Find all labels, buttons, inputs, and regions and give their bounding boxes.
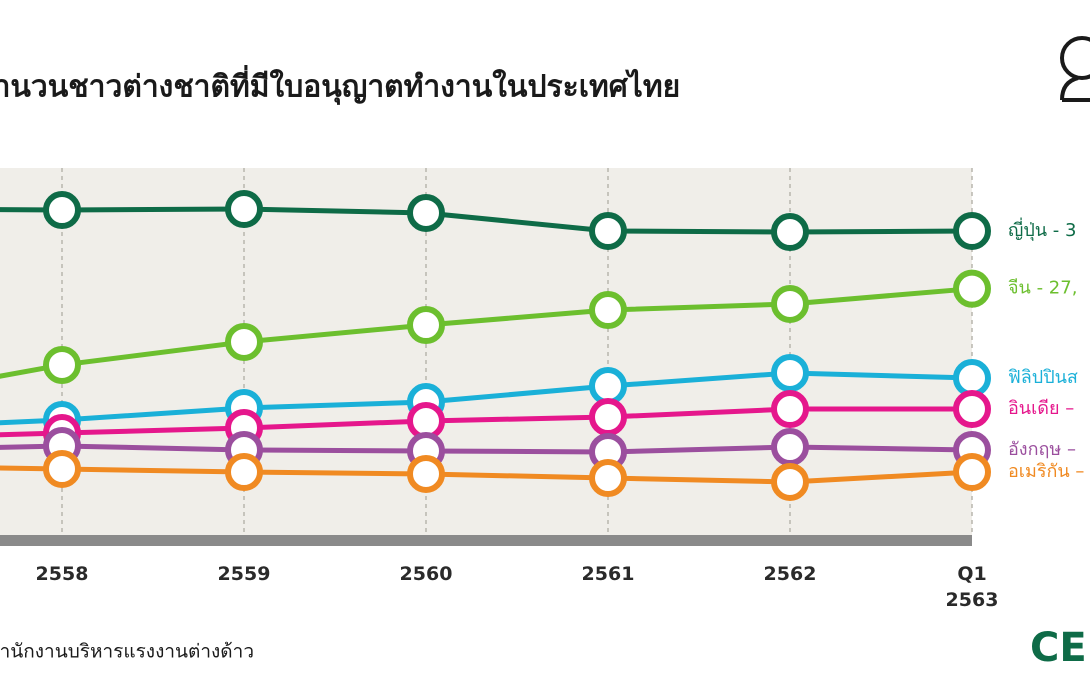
series-label: อังกฤษ – [1008,439,1076,460]
baseline-bar [0,535,972,546]
data-point [771,353,809,392]
data-point [43,345,81,384]
data-point [953,211,991,250]
series-label: อินเดีย – [1008,398,1074,419]
data-point [407,306,445,345]
data-point [589,459,627,498]
data-point [771,462,809,501]
series-label: อเมริกัน – [1008,461,1084,482]
x-tick-label: 2558 [35,563,89,585]
data-point [771,428,809,467]
data-point [589,398,627,437]
series-label: จีน - 27, [1008,278,1077,299]
data-point [771,284,809,323]
data-point [43,450,81,488]
x-tick-label: 2560 [399,563,453,585]
data-point [589,367,627,406]
data-point [953,359,991,398]
data-point [407,193,445,232]
data-point [589,291,627,330]
data-point [43,191,81,230]
data-point [225,190,263,229]
x-tick-label: Q1 2563 [945,563,999,611]
user-icon [1060,36,1090,102]
x-tick-label: 2561 [581,563,635,585]
series-label: ฟิลิปปินส [1008,367,1078,388]
logo: CE [1030,625,1087,671]
data-point [953,390,991,429]
data-point [225,453,263,492]
chart-title: จำนวนชาวต่างชาติที่มีใบอนุญาตทำงานในประเ… [0,65,680,106]
data-point [953,269,991,308]
data-point [225,322,263,361]
x-tick-label: 2559 [217,563,271,585]
x-tick-label: 2562 [763,563,817,585]
series-label: ญี่ปุ่น - 3 [1008,217,1076,241]
source: สำนักงานบริหารแรงงานต่างด้าว [0,641,254,663]
data-point [771,390,809,429]
data-point [589,211,627,250]
data-point [407,454,445,493]
data-point [771,213,809,252]
data-point [953,453,991,492]
